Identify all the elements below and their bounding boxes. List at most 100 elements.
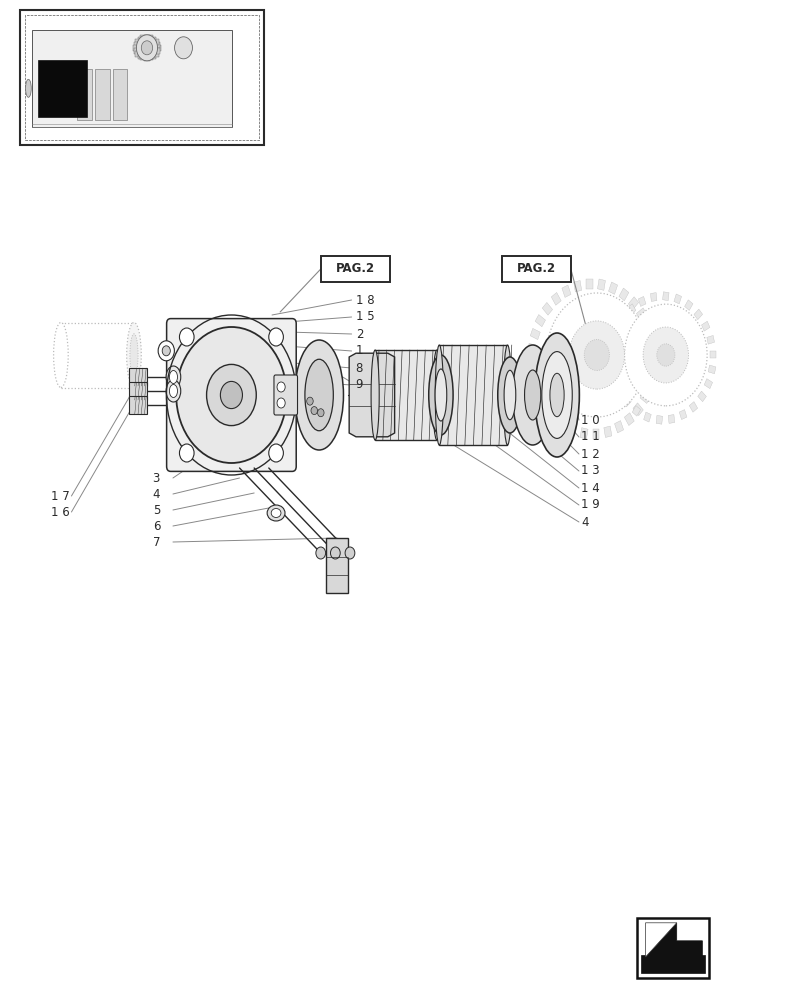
Circle shape (330, 547, 340, 559)
Circle shape (656, 344, 674, 366)
Bar (622, 396, 630, 407)
Circle shape (268, 328, 283, 346)
Ellipse shape (305, 359, 333, 431)
Bar (673, 294, 680, 304)
Bar (618, 288, 628, 301)
Bar (147, 54, 153, 60)
Bar (655, 415, 662, 424)
Circle shape (277, 398, 285, 408)
Circle shape (317, 409, 324, 417)
Bar (709, 351, 715, 358)
Bar (592, 429, 599, 439)
Bar (134, 48, 140, 54)
Text: 1 4: 1 4 (581, 482, 599, 494)
Text: 5: 5 (152, 504, 160, 516)
Bar (603, 426, 611, 437)
Bar (152, 51, 159, 57)
Bar (137, 37, 144, 43)
Ellipse shape (497, 357, 521, 433)
Bar (95, 69, 109, 120)
Circle shape (176, 327, 286, 463)
Bar (648, 365, 657, 375)
Ellipse shape (169, 370, 178, 383)
Bar (611, 327, 620, 337)
Circle shape (136, 35, 157, 61)
Text: 2: 2 (355, 328, 363, 340)
Bar (706, 335, 714, 344)
Bar (642, 321, 652, 332)
Bar (325, 538, 348, 593)
Text: 1 2: 1 2 (581, 448, 599, 460)
Ellipse shape (130, 334, 138, 376)
Bar (693, 309, 702, 320)
Text: PAG.2: PAG.2 (335, 262, 375, 275)
Bar (608, 358, 615, 365)
Bar (645, 378, 654, 390)
Bar (140, 54, 147, 60)
Bar (144, 35, 150, 41)
Ellipse shape (534, 333, 579, 457)
Text: PAG.2: PAG.2 (516, 262, 556, 275)
Bar (38, 60, 87, 117)
Circle shape (315, 547, 325, 559)
Text: 1 9: 1 9 (581, 498, 599, 512)
Circle shape (546, 293, 646, 417)
Text: 4: 4 (152, 488, 160, 500)
Ellipse shape (524, 370, 540, 420)
Bar (25, 15, 259, 140)
Ellipse shape (166, 380, 181, 402)
Text: 6: 6 (152, 520, 160, 532)
Text: 1 7: 1 7 (51, 489, 70, 502)
Bar (643, 412, 650, 422)
Text: 1 0: 1 0 (581, 414, 599, 426)
Ellipse shape (294, 340, 343, 450)
Circle shape (583, 340, 608, 370)
Polygon shape (349, 353, 394, 437)
Bar (689, 402, 697, 412)
Ellipse shape (435, 369, 446, 421)
Circle shape (307, 397, 313, 405)
Bar (546, 408, 556, 421)
Bar (137, 53, 144, 59)
Bar (637, 296, 645, 306)
Ellipse shape (428, 355, 453, 435)
Text: 1 5: 1 5 (355, 310, 374, 324)
Ellipse shape (432, 350, 440, 440)
Bar (538, 398, 548, 410)
Bar (129, 382, 147, 400)
Ellipse shape (54, 322, 68, 387)
Bar (152, 39, 159, 45)
Bar (153, 48, 160, 54)
Bar (701, 321, 709, 331)
Bar (662, 292, 668, 301)
Bar (636, 308, 646, 320)
Bar (579, 428, 587, 439)
Ellipse shape (127, 322, 141, 387)
Bar (135, 39, 141, 45)
Bar (129, 368, 147, 386)
Circle shape (277, 382, 285, 392)
Bar (703, 379, 712, 389)
Bar (534, 315, 545, 327)
Bar (624, 413, 633, 426)
Ellipse shape (541, 352, 572, 438)
Ellipse shape (504, 370, 515, 420)
Polygon shape (645, 923, 676, 957)
Bar (551, 292, 560, 305)
Bar (153, 42, 160, 48)
Bar (646, 336, 655, 345)
Bar (632, 403, 642, 416)
Bar (573, 281, 581, 292)
Text: 1: 1 (355, 344, 363, 358)
Bar (650, 293, 656, 301)
Bar (375, 350, 436, 440)
Bar (129, 396, 147, 414)
Bar (679, 410, 686, 420)
Circle shape (624, 304, 706, 406)
Bar (637, 918, 708, 978)
Bar (608, 342, 616, 351)
Text: 9: 9 (355, 378, 363, 391)
Bar (532, 386, 542, 397)
Bar (639, 391, 650, 403)
Bar (607, 282, 617, 294)
